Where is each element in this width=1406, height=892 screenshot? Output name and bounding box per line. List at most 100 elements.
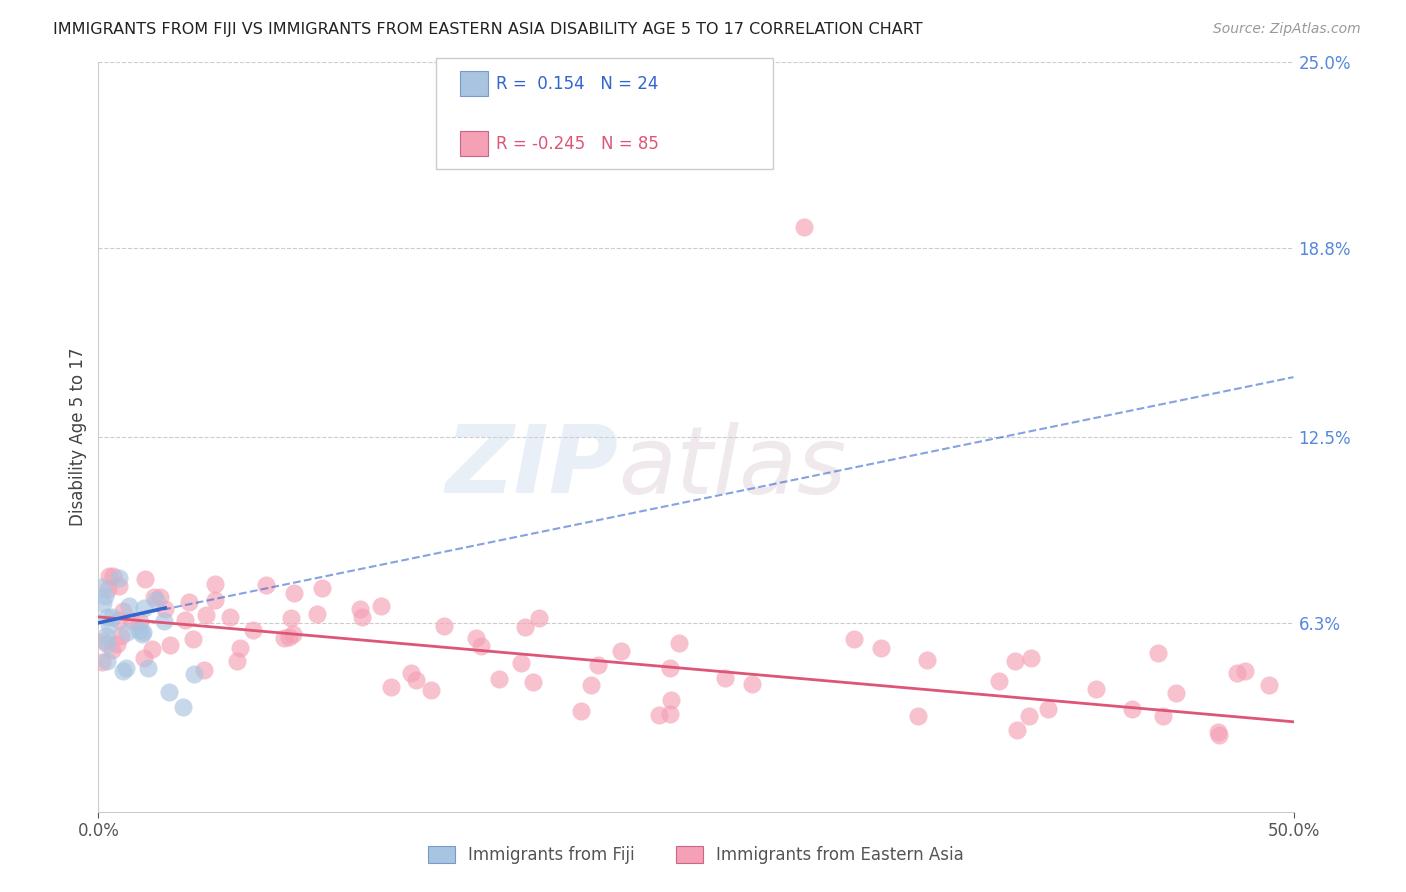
Point: [194, 607, 217, 622]
Point: [117, 624, 139, 639]
Point: [132, 625, 155, 640]
Point: [273, 631, 295, 645]
Point: [311, 582, 333, 596]
Point: [586, 658, 609, 673]
Point: [352, 610, 374, 624]
Point: [193, 663, 215, 677]
Point: [579, 678, 602, 692]
Point: [136, 661, 159, 675]
Point: [107, 579, 129, 593]
Point: [420, 682, 443, 697]
Point: [522, 675, 544, 690]
Point: [513, 620, 536, 634]
Point: [159, 638, 181, 652]
Point: [204, 593, 226, 607]
Point: [349, 602, 371, 616]
Text: R =  0.154   N = 24: R = 0.154 N = 24: [496, 75, 658, 93]
Point: [108, 613, 131, 627]
Point: [907, 709, 929, 723]
Point: [1036, 701, 1059, 715]
Point: [143, 590, 166, 604]
Point: [96, 630, 118, 644]
Point: [659, 661, 682, 675]
Point: [90, 655, 112, 669]
Point: [134, 572, 156, 586]
Point: [1208, 725, 1230, 739]
Point: [157, 685, 180, 699]
Text: Source: ZipAtlas.com: Source: ZipAtlas.com: [1213, 22, 1361, 37]
Point: [370, 599, 392, 613]
Point: [1166, 686, 1188, 700]
Point: [433, 619, 456, 633]
Point: [659, 707, 682, 722]
Point: [281, 627, 304, 641]
Point: [105, 637, 128, 651]
Point: [1234, 664, 1257, 678]
Point: [97, 582, 120, 596]
Point: [1147, 646, 1170, 660]
Point: [470, 639, 492, 653]
Point: [101, 643, 124, 657]
Point: [179, 594, 201, 608]
Text: ZIP: ZIP: [446, 421, 619, 513]
Point: [98, 568, 121, 582]
Point: [254, 578, 277, 592]
Point: [659, 693, 682, 707]
Text: IMMIGRANTS FROM FIJI VS IMMIGRANTS FROM EASTERN ASIA DISABILITY AGE 5 TO 17 CORR: IMMIGRANTS FROM FIJI VS IMMIGRANTS FROM …: [53, 22, 924, 37]
Point: [96, 637, 118, 651]
Point: [1004, 654, 1026, 668]
Point: [117, 599, 139, 613]
Point: [173, 613, 195, 627]
Point: [1226, 666, 1249, 681]
Text: R = -0.245   N = 85: R = -0.245 N = 85: [496, 135, 659, 153]
Point: [569, 704, 592, 718]
Point: [1018, 709, 1040, 723]
Point: [1121, 701, 1143, 715]
Point: [648, 708, 671, 723]
Point: [401, 665, 423, 680]
Point: [1258, 678, 1281, 692]
Point: [1208, 728, 1230, 742]
Point: [870, 641, 893, 656]
Point: [1007, 723, 1029, 737]
Point: [115, 661, 138, 675]
Point: [988, 674, 1011, 689]
Point: [149, 590, 172, 604]
Point: [793, 220, 815, 235]
Point: [96, 654, 118, 668]
Point: [93, 633, 115, 648]
Point: [111, 604, 134, 618]
Point: [610, 644, 633, 658]
Point: [155, 602, 177, 616]
Point: [741, 677, 763, 691]
Point: [668, 636, 690, 650]
Point: [510, 656, 533, 670]
Point: [145, 592, 167, 607]
Point: [128, 624, 150, 638]
Point: [278, 631, 301, 645]
Point: [1152, 709, 1174, 723]
Point: [1019, 651, 1042, 665]
Point: [121, 614, 143, 628]
Point: [110, 629, 132, 643]
Point: [172, 699, 194, 714]
Point: [226, 654, 249, 668]
Point: [219, 610, 242, 624]
Point: [204, 576, 226, 591]
Point: [132, 650, 155, 665]
Point: [527, 611, 550, 625]
Point: [101, 569, 124, 583]
Point: [405, 673, 427, 688]
Point: [917, 653, 939, 667]
Point: [283, 585, 305, 599]
Point: [101, 610, 124, 624]
Point: [91, 596, 114, 610]
Point: [108, 571, 131, 585]
Point: [183, 666, 205, 681]
Point: [153, 615, 176, 629]
Point: [488, 673, 510, 687]
Point: [229, 640, 252, 655]
Point: [307, 607, 329, 621]
Point: [141, 642, 163, 657]
Point: [280, 610, 302, 624]
